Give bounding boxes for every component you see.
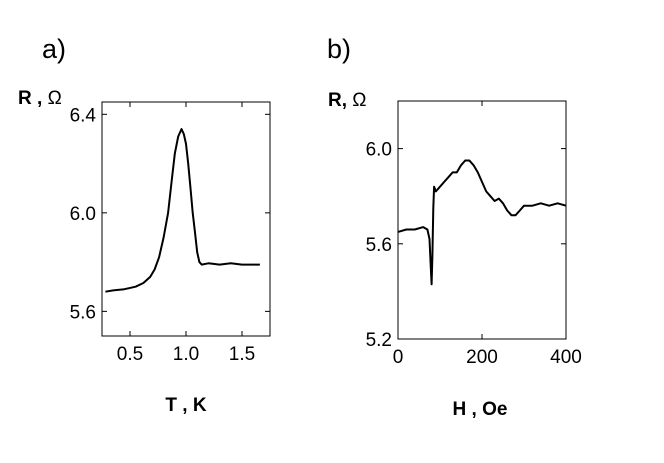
chart-a-frame — [101, 101, 271, 337]
chart-b-frame — [397, 100, 567, 340]
chart-a-ytick-label: 5.6 — [70, 302, 96, 323]
chart-b-ytick-label: 5.2 — [366, 330, 392, 351]
panel-a-label: a) — [42, 34, 66, 64]
chart-a-plot: 0.5 1.0 1.5 5.6 6.0 6.4 — [70, 101, 271, 365]
chart-b-ytick-label: 5.6 — [366, 235, 392, 256]
chart-a-xtick-label: 1.5 — [229, 344, 255, 365]
chart-b-plot: 0 200 400 5.2 5.6 6.0 — [366, 100, 582, 368]
chart-a-ytick-label: 6.0 — [70, 204, 96, 225]
panel-b-label: b) — [327, 34, 351, 64]
chart-b-xtick-label: 0 — [393, 347, 404, 368]
chart-b-xlabel: H , Oe — [453, 399, 508, 420]
chart-b-xtick-label: 400 — [550, 347, 582, 368]
chart-a-xtick-label: 1.0 — [173, 344, 199, 365]
chart-b-series-line — [397, 159, 567, 286]
chart-a: a) R , Ω T , K 0.5 1.0 1.5 5.6 6.0 6.4 — [18, 34, 271, 416]
chart-a-ytick-label: 6.4 — [70, 105, 97, 126]
chart-b-xtick-label: 200 — [466, 347, 498, 368]
chart-b: b) R, Ω H , Oe 0 200 400 5.2 5.6 6.0 — [327, 34, 582, 420]
chart-a-xtick-label: 0.5 — [117, 344, 143, 365]
chart-b-ylabel: R, Ω — [328, 90, 367, 111]
chart-b-ytick-label: 6.0 — [366, 140, 392, 161]
chart-a-series-line — [105, 128, 260, 293]
chart-a-xlabel: T , K — [165, 395, 206, 416]
chart-a-ylabel: R , Ω — [18, 88, 62, 109]
